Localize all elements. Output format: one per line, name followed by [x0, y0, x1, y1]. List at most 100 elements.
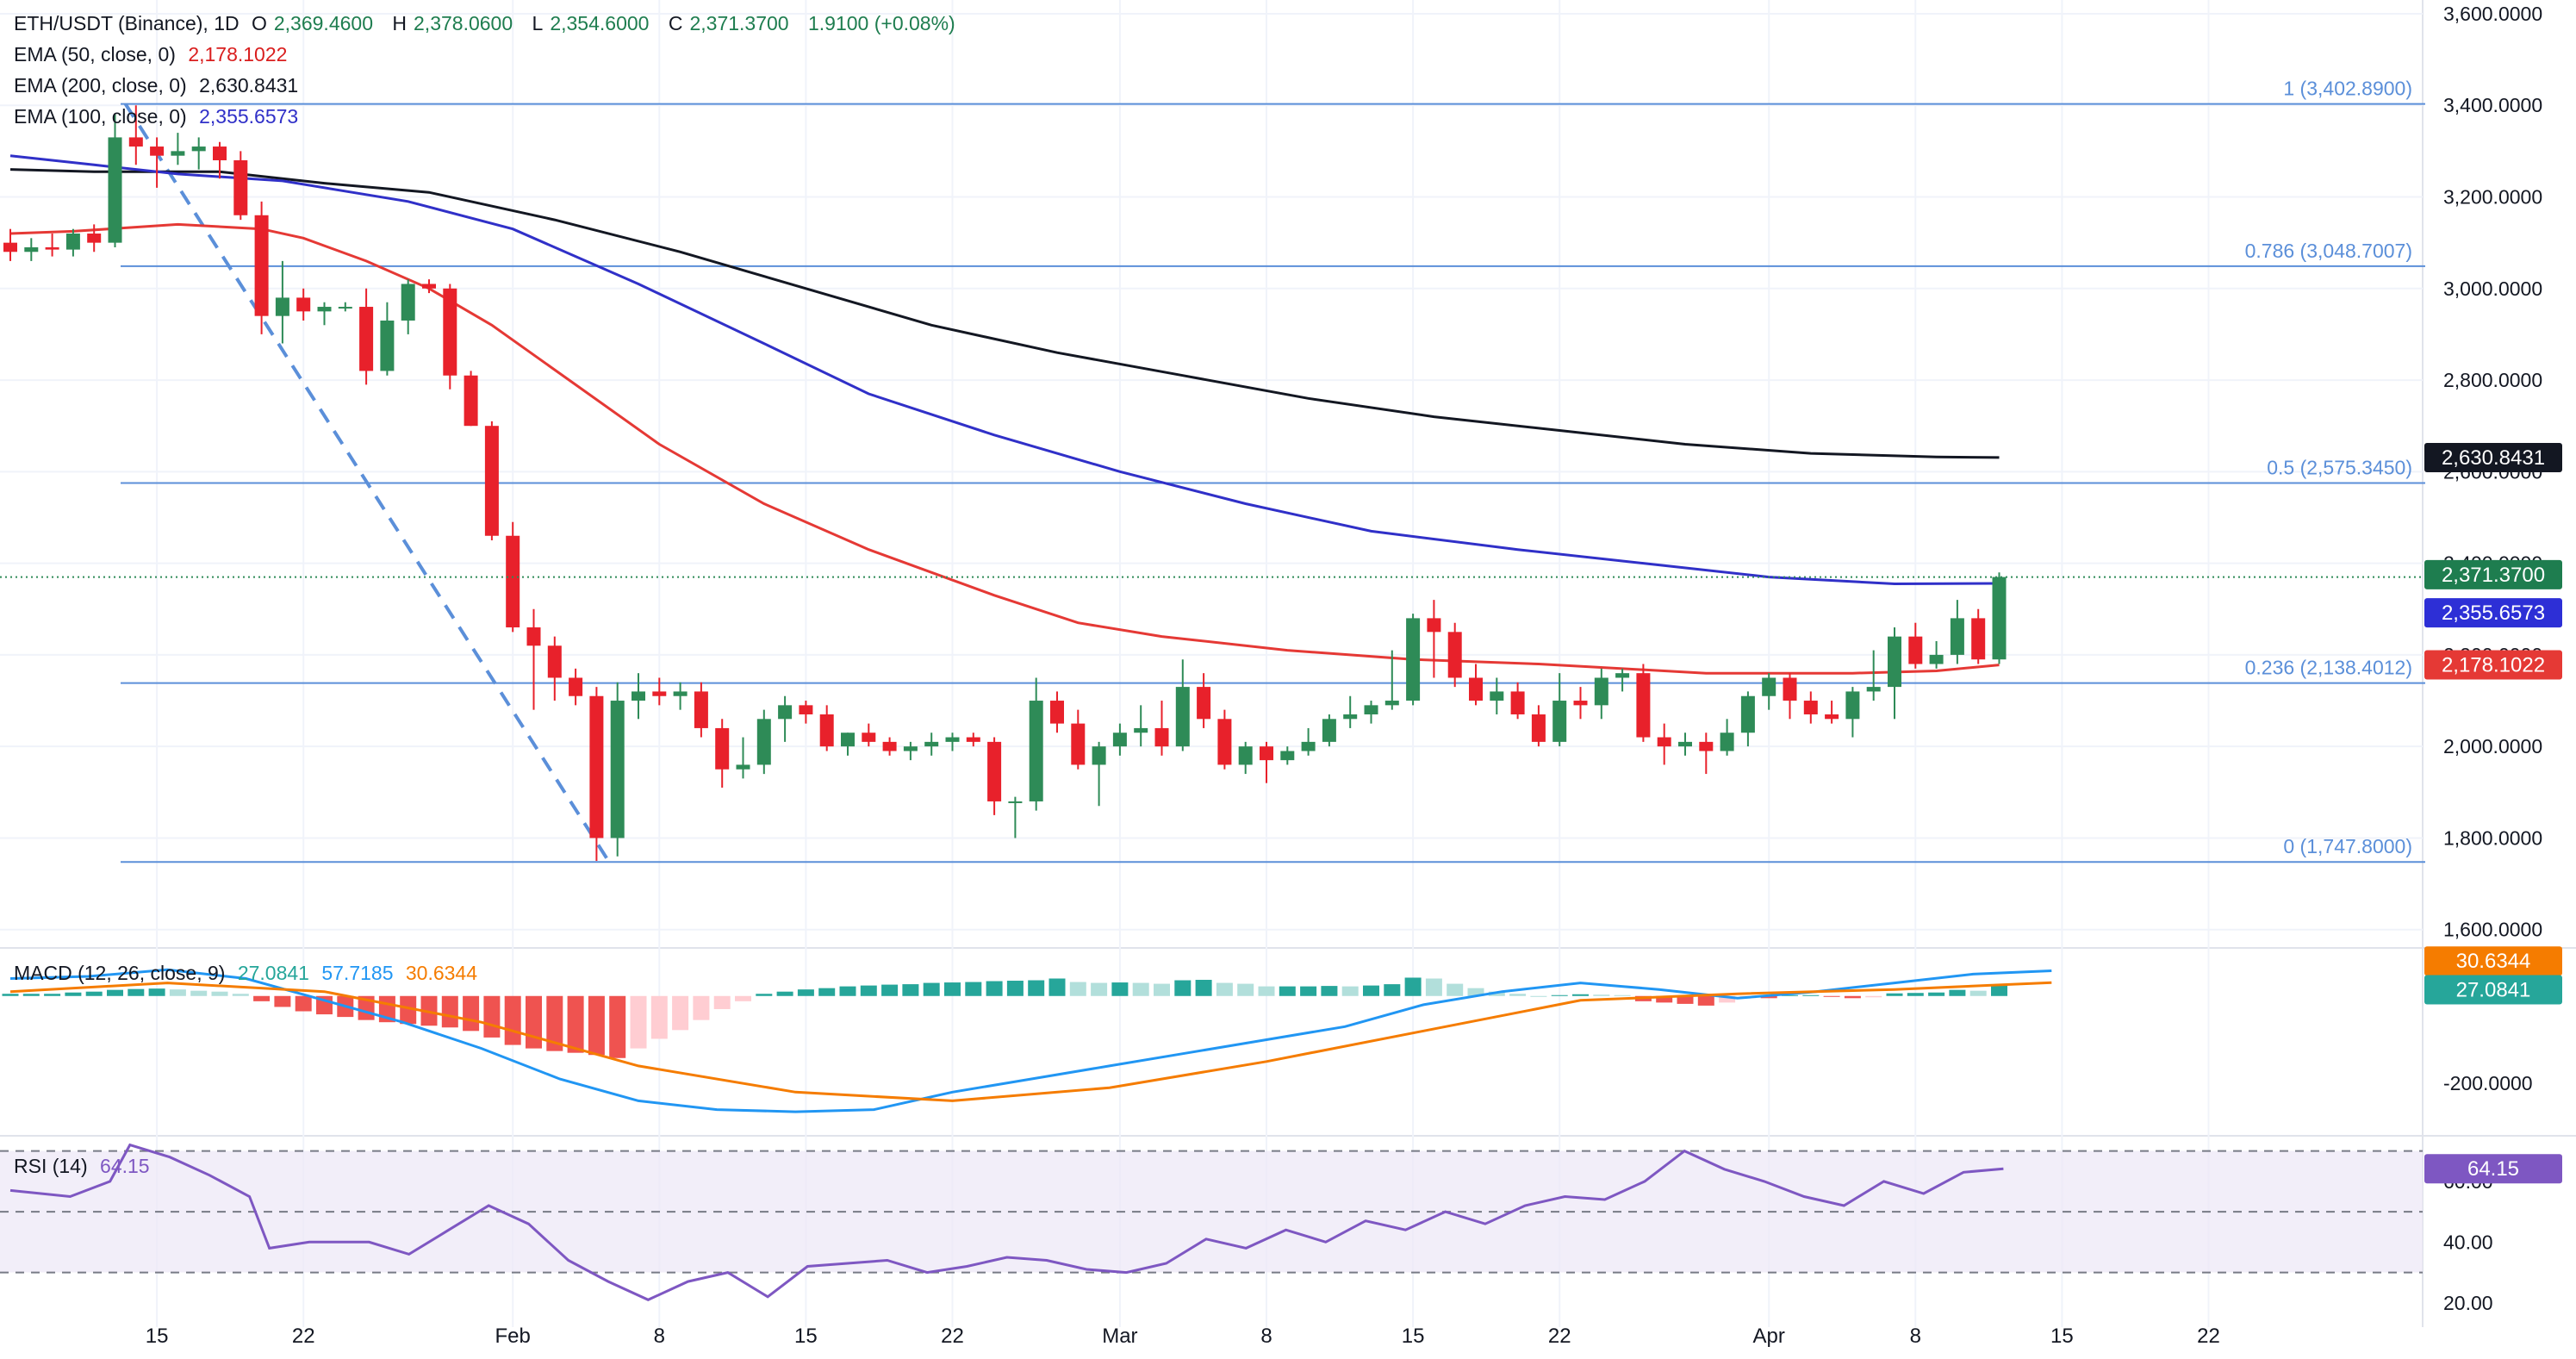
candle-body: [359, 307, 374, 371]
candle-body: [1720, 732, 1734, 751]
candle-body: [24, 246, 39, 252]
ema100-badge-bg: [2424, 598, 2562, 628]
change-value: 1.9100 (+0.08%): [807, 12, 955, 34]
rsi-label: RSI (14): [14, 1155, 88, 1177]
macd-hist-bar: [1614, 994, 1631, 996]
candle-body: [569, 677, 583, 696]
macd-hist-bar: [22, 994, 40, 996]
candle-body: [547, 645, 562, 678]
candle-body: [1134, 727, 1148, 733]
candle-body: [1803, 701, 1818, 714]
candle-body: [150, 146, 165, 156]
macd-hist-bar: [1069, 982, 1086, 996]
candle-body: [317, 307, 332, 312]
macd-hist-badge-bg: [2424, 975, 2562, 1005]
candle-body: [1092, 746, 1106, 765]
macd-hist-bar: [1195, 980, 1212, 996]
macd-hist-bar: [1509, 994, 1527, 996]
macd-hist-bar: [148, 988, 165, 996]
macd-hist-bar: [1677, 995, 1694, 1004]
macd-signal-badge: 30.6344: [2456, 950, 2531, 973]
macd-hist-value: 27.0841: [237, 962, 309, 984]
x-tick-label: 22: [941, 1325, 964, 1348]
macd-label: MACD (12, 26, close, 9): [14, 962, 226, 984]
candle-body: [1531, 714, 1546, 742]
price-tick-label: 2,000.0000: [2443, 735, 2542, 757]
candle-body: [171, 151, 185, 156]
macd-hist-bar: [190, 990, 208, 996]
open-value: 2,369.4600: [273, 12, 373, 34]
candle-body: [1929, 654, 1944, 664]
ema200-badge-bg: [2424, 442, 2562, 472]
candle-body: [862, 732, 876, 742]
macd-hist-bar: [923, 982, 940, 996]
candle-body: [819, 714, 834, 747]
high-label: H: [392, 12, 408, 34]
macd-hist-bar: [1991, 984, 2007, 996]
macd-hist-bar: [818, 988, 836, 996]
macd-hist-bar: [1551, 994, 1568, 996]
candle-body: [1217, 719, 1232, 765]
macd-hist-bar: [526, 995, 542, 1049]
candle-body: [1783, 677, 1797, 701]
candle-body: [882, 741, 897, 751]
candle-body: [108, 137, 122, 243]
rsi-badge-bg: [2424, 1154, 2562, 1184]
candle-body: [338, 307, 352, 309]
candle-body: [1384, 701, 1399, 706]
macd-tick-label: -200.0000: [2443, 1072, 2533, 1094]
rsi-value: 64.15: [100, 1155, 150, 1177]
macd-hist-bar: [65, 992, 82, 996]
x-tick-label: 22: [292, 1325, 315, 1348]
candle-body: [45, 246, 59, 250]
ema100-value: 2,355.6573: [199, 105, 299, 128]
candle-body: [1678, 741, 1692, 747]
candle-body: [966, 737, 980, 742]
macd-hist-bar: [965, 982, 982, 996]
macd-hist-bar: [839, 986, 856, 996]
x-tick-label: 15: [2050, 1325, 2074, 1348]
candle-body: [401, 284, 415, 321]
macd-signal-badge-bg: [2424, 946, 2562, 976]
candle-body: [903, 746, 918, 751]
macd-hist-bar: [1384, 984, 1401, 996]
macd-hist-bar: [1865, 995, 1882, 998]
macd-hist-bar: [672, 995, 689, 1031]
price-tick-label: 3,600.0000: [2443, 3, 2542, 25]
candle-body: [1845, 691, 1860, 720]
macd-hist-bar: [441, 995, 458, 1028]
candle-body: [841, 732, 855, 747]
price-tick-label: 3,400.0000: [2443, 94, 2542, 116]
x-tick-label: 22: [2197, 1325, 2220, 1348]
candle-body: [1112, 732, 1127, 747]
macd-line-value: 57.7185: [321, 962, 394, 984]
macd-hist-bar: [1530, 995, 1547, 997]
ema200-legend: EMA (200, close, 0) 2,630.8431: [14, 74, 305, 97]
rsi-legend: RSI (14) 64.15: [14, 1155, 157, 1178]
macd-hist-bar: [211, 991, 228, 996]
macd-hist-bar: [1279, 986, 1296, 996]
candle-body: [380, 320, 395, 371]
symbol-title: ETH/USDT (Binance), 1D: [14, 12, 240, 34]
price-tick-label: 2,800.0000: [2443, 369, 2542, 391]
macd-hist-bar: [756, 994, 773, 996]
macd-signal-line: [9, 981, 2052, 1102]
candle-body: [987, 741, 1002, 801]
candle-body: [1908, 636, 1923, 664]
macd-hist-bar: [630, 995, 647, 1049]
low-label: L: [532, 12, 544, 34]
macd-hist-bar: [1425, 978, 1442, 996]
candle-body: [778, 705, 793, 720]
x-tick-label: 8: [654, 1325, 665, 1348]
x-tick-label: Feb: [495, 1325, 531, 1348]
macd-hist-bar: [1782, 994, 1798, 996]
price-tick-label: 3,200.0000: [2443, 186, 2542, 209]
macd-hist-bar: [1907, 993, 1924, 996]
close-price-badge: 2,371.3700: [2442, 564, 2545, 587]
x-tick-label: 15: [146, 1325, 169, 1348]
candle-body: [1657, 737, 1671, 747]
ema200-line: [9, 168, 2000, 459]
macd-hist-bar: [986, 981, 1003, 996]
candle-body: [945, 737, 960, 742]
